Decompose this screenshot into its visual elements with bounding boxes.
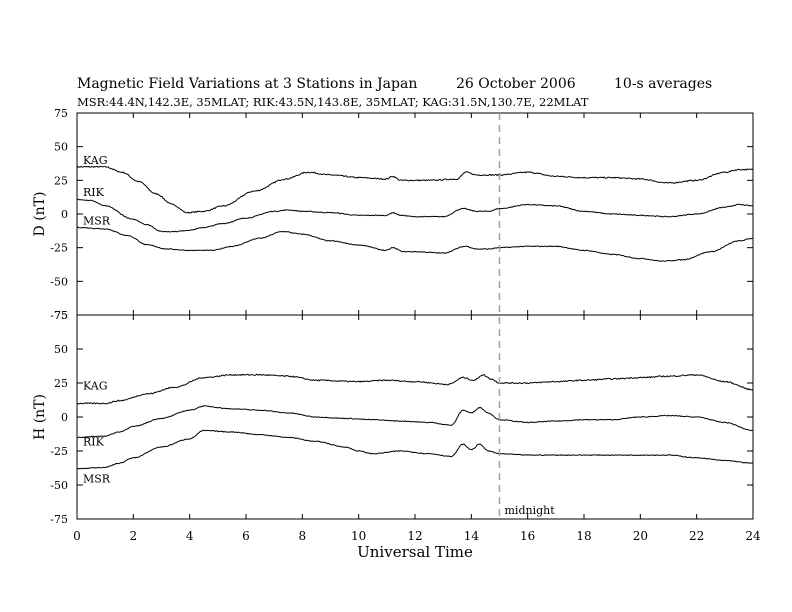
panel-d-ytick-label: -50	[50, 275, 68, 288]
panel-h-ylabel: H (nT)	[32, 394, 48, 440]
midnight-label: midnight	[505, 504, 556, 517]
x-tick-label: 20	[633, 529, 648, 543]
x-tick-label: 18	[576, 529, 591, 543]
panel-d-ytick-label: 75	[54, 107, 68, 120]
panel-d-series-kag	[76, 165, 754, 214]
panel-d-ytick-label: -75	[50, 309, 68, 322]
panel-h-series-kag	[76, 373, 754, 405]
panel-h-ytick-label: 25	[54, 377, 68, 390]
panel-h-ytick-label: -75	[50, 513, 68, 526]
station-coordinates: MSR:44.4N,142.3E, 35MLAT; RIK:43.5N,143.…	[77, 95, 589, 109]
chart-date: 26 October 2006	[456, 76, 576, 92]
panel-d-series-label-kag: KAG	[83, 154, 108, 167]
x-tick-label: 6	[242, 529, 250, 543]
panel-d-series-rik	[76, 198, 754, 233]
panel-h-ytick-label: 75	[54, 309, 68, 322]
x-tick-label: 14	[464, 529, 480, 543]
panel-h-series-label-kag: KAG	[83, 379, 108, 392]
panel-h-series-msr	[76, 429, 754, 470]
panel-d-ytick-label: 50	[54, 141, 68, 154]
panel-d-ytick-label: 25	[54, 174, 68, 187]
x-tick-label: 16	[520, 529, 535, 543]
x-tick-label: 2	[130, 529, 138, 543]
panel-d-series-label-rik: RIK	[83, 186, 105, 199]
x-tick-label: 12	[407, 529, 422, 543]
chart-title: Magnetic Field Variations at 3 Stations …	[77, 76, 417, 92]
x-tick-label: 24	[745, 529, 761, 543]
panel-h-ytick-label: 0	[61, 411, 68, 424]
x-tick-label: 4	[186, 529, 194, 543]
panel-h-ytick-label: 50	[54, 343, 68, 356]
panel-d-ytick-label: -25	[50, 242, 68, 255]
x-tick-label: 10	[351, 529, 366, 543]
chart-averaging: 10-s averages	[614, 76, 712, 92]
panel-d-ytick-label: 0	[61, 208, 68, 221]
panel-h-ytick-label: -25	[50, 445, 68, 458]
panel-d-series-msr	[76, 226, 754, 262]
plot-area: 75 50 25 0 -25 -50 -75 D (nT) KAG RIK MSR 75 50 25 0 -2…	[32, 107, 761, 561]
panel-d-ylabel: D (nT)	[32, 192, 48, 237]
panel-d-series-label-msr: MSR	[83, 214, 111, 227]
x-tick-label: 0	[73, 529, 81, 543]
x-axis-label: Universal Time	[357, 543, 473, 561]
panel-h-series-label-msr: MSR	[83, 473, 111, 486]
panel-h-series-label-rik: RIK	[83, 435, 105, 448]
panel-h-ytick-label: -50	[50, 479, 68, 492]
panel-h-series-rik	[76, 405, 754, 439]
x-tick-label: 22	[689, 529, 704, 543]
x-tick-label: 8	[299, 529, 307, 543]
panel-d-frame	[76, 112, 754, 316]
